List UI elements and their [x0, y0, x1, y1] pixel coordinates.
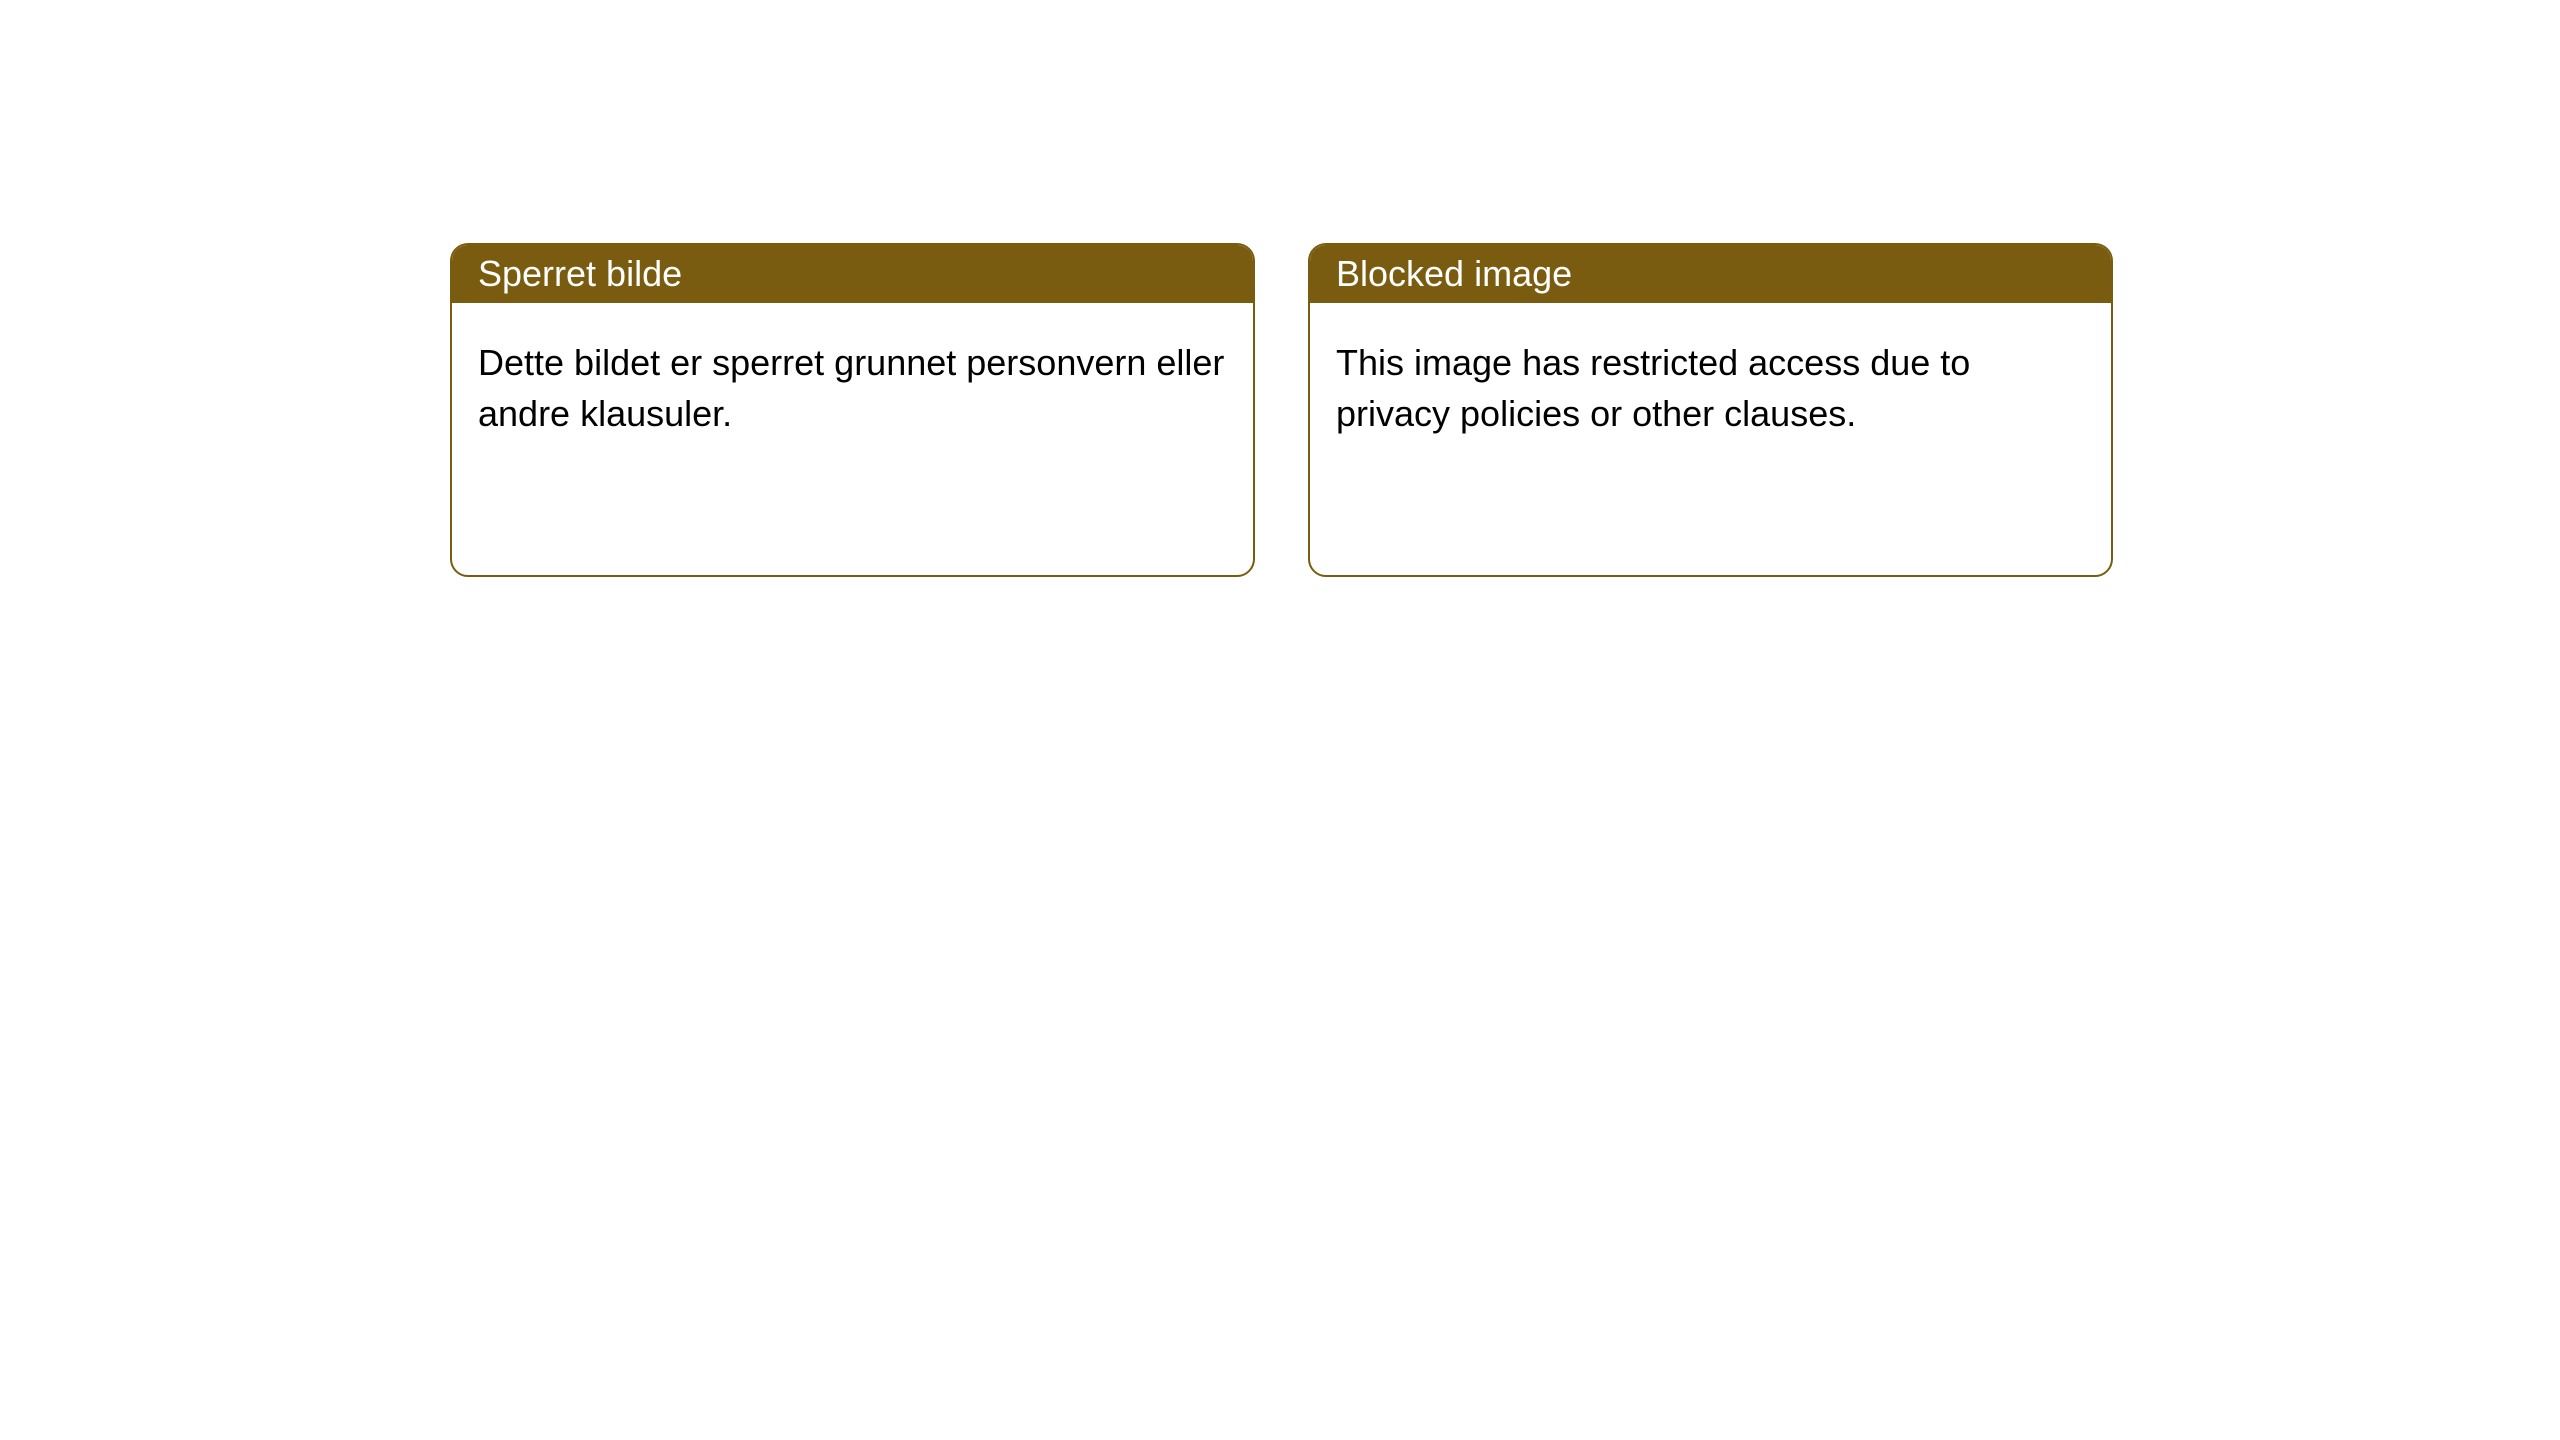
- notice-container: Sperret bilde Dette bildet er sperret gr…: [0, 0, 2560, 577]
- notice-text-norwegian: Dette bildet er sperret grunnet personve…: [478, 342, 1224, 434]
- notice-header-english: Blocked image: [1310, 245, 2111, 303]
- notice-box-norwegian: Sperret bilde Dette bildet er sperret gr…: [450, 243, 1255, 577]
- notice-body-norwegian: Dette bildet er sperret grunnet personve…: [452, 303, 1253, 473]
- notice-title-norwegian: Sperret bilde: [478, 253, 682, 295]
- notice-title-english: Blocked image: [1336, 253, 1572, 295]
- notice-text-english: This image has restricted access due to …: [1336, 342, 1970, 434]
- notice-body-english: This image has restricted access due to …: [1310, 303, 2111, 473]
- notice-box-english: Blocked image This image has restricted …: [1308, 243, 2113, 577]
- notice-header-norwegian: Sperret bilde: [452, 245, 1253, 303]
